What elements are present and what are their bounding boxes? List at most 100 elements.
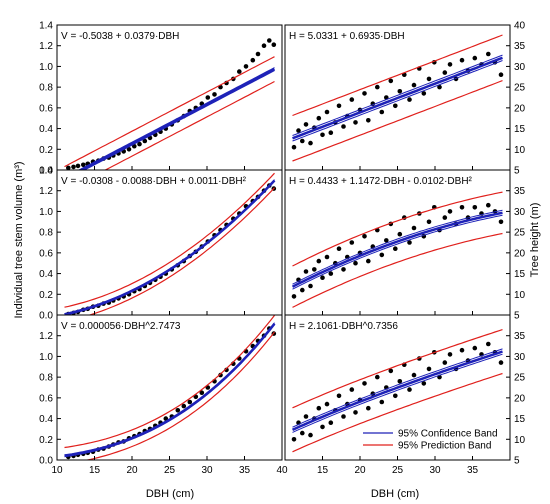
y-axis-title-volume: Individual tree stem volume (m³): [13, 161, 25, 318]
data-point: [447, 352, 453, 357]
data-point: [421, 91, 427, 96]
x-tick-label: 30: [429, 465, 441, 476]
x-tick-label: 20: [354, 465, 366, 476]
data-point: [320, 424, 325, 430]
x-tick-label: 25: [164, 465, 176, 476]
data-point: [437, 84, 442, 90]
y-tick-label: 0.4: [39, 124, 53, 135]
y-tick-label: 1.0: [39, 62, 53, 73]
data-point: [324, 401, 330, 407]
y-tick-label: 1.0: [39, 207, 53, 218]
data-point: [312, 267, 317, 272]
y-tick-label: 15: [514, 269, 526, 280]
data-point: [296, 128, 301, 133]
y-tick-label: 0.6: [39, 103, 53, 114]
y-tick-label: 10: [514, 145, 526, 156]
data-point: [447, 62, 453, 67]
data-point: [388, 368, 394, 374]
data-point: [379, 399, 385, 405]
data-point: [199, 390, 205, 396]
data-point: [341, 267, 346, 272]
data-point: [336, 393, 342, 399]
confidence-band-lower: [292, 353, 503, 433]
data-point: [261, 43, 267, 48]
data-point: [407, 97, 412, 102]
data-point: [397, 89, 403, 94]
data-point: [353, 410, 358, 415]
data-point: [375, 84, 380, 90]
plot-area: [64, 172, 277, 315]
data-point: [447, 209, 453, 214]
y-tick-label: 15: [514, 124, 526, 135]
data-point: [362, 381, 367, 386]
data-point: [255, 51, 261, 57]
data-point: [71, 164, 76, 170]
data-point: [486, 202, 491, 208]
data-point: [366, 405, 371, 411]
prediction-band-lower: [292, 80, 503, 162]
data-point: [324, 254, 330, 260]
data-point: [498, 360, 504, 365]
data-point: [316, 258, 322, 264]
data-point: [291, 437, 297, 442]
data-point: [142, 138, 148, 144]
data-point: [375, 374, 380, 380]
data-point: [328, 130, 334, 135]
data-point: [336, 103, 342, 109]
data-point: [181, 403, 187, 409]
legend-label: 95% Confidence Band: [398, 429, 498, 440]
x-tick-label: 40: [276, 465, 288, 476]
y-tick-label: 20: [514, 103, 526, 114]
y-tick-label: 0.2: [39, 290, 53, 301]
y-tick-label: 5: [514, 311, 520, 322]
prediction-band-lower: [104, 80, 275, 170]
confidence-band-lower: [83, 70, 275, 170]
equation-label: V = -0.5038 + 0.0379·DBH: [61, 31, 179, 42]
data-point: [421, 381, 427, 386]
data-point: [459, 347, 465, 353]
plot-area: [291, 34, 504, 162]
prediction-band-lower: [84, 331, 275, 460]
data-point: [407, 387, 412, 392]
y-tick-label: 0.4: [39, 269, 53, 280]
data-point: [187, 399, 193, 405]
data-point: [472, 55, 478, 61]
data-point: [341, 124, 346, 129]
y-tick-label: 20: [514, 248, 526, 259]
data-point: [426, 366, 432, 372]
x-tick-label: 15: [317, 465, 329, 476]
confidence-band-upper: [292, 54, 503, 136]
data-point: [267, 38, 272, 43]
data-point: [316, 405, 322, 411]
data-point: [308, 432, 313, 438]
data-point: [316, 115, 322, 121]
data-point: [320, 132, 325, 138]
data-point: [291, 144, 297, 150]
data-point: [126, 147, 132, 152]
y-tick-label: 25: [514, 373, 526, 384]
plot-area: [64, 38, 277, 170]
data-point: [393, 103, 398, 109]
y-tick-label: 5: [514, 456, 520, 467]
data-point: [442, 215, 448, 220]
data-point: [341, 414, 346, 419]
x-tick-label: 10: [51, 465, 63, 476]
prediction-band-upper: [64, 172, 275, 308]
regression-line: [64, 179, 276, 315]
y-tick-label: 10: [514, 435, 526, 446]
y-tick-label: 30: [514, 207, 526, 218]
regression-line: [78, 68, 276, 170]
data-point: [303, 414, 309, 419]
data-point: [362, 234, 367, 239]
y-tick-label: 1.2: [39, 186, 53, 197]
data-point: [379, 252, 385, 258]
y-tick-label: 0.8: [39, 83, 53, 94]
data-point: [459, 57, 465, 63]
data-point: [472, 205, 478, 210]
data-point: [486, 51, 491, 57]
prediction-band-upper: [292, 34, 503, 117]
data-point: [486, 341, 491, 347]
